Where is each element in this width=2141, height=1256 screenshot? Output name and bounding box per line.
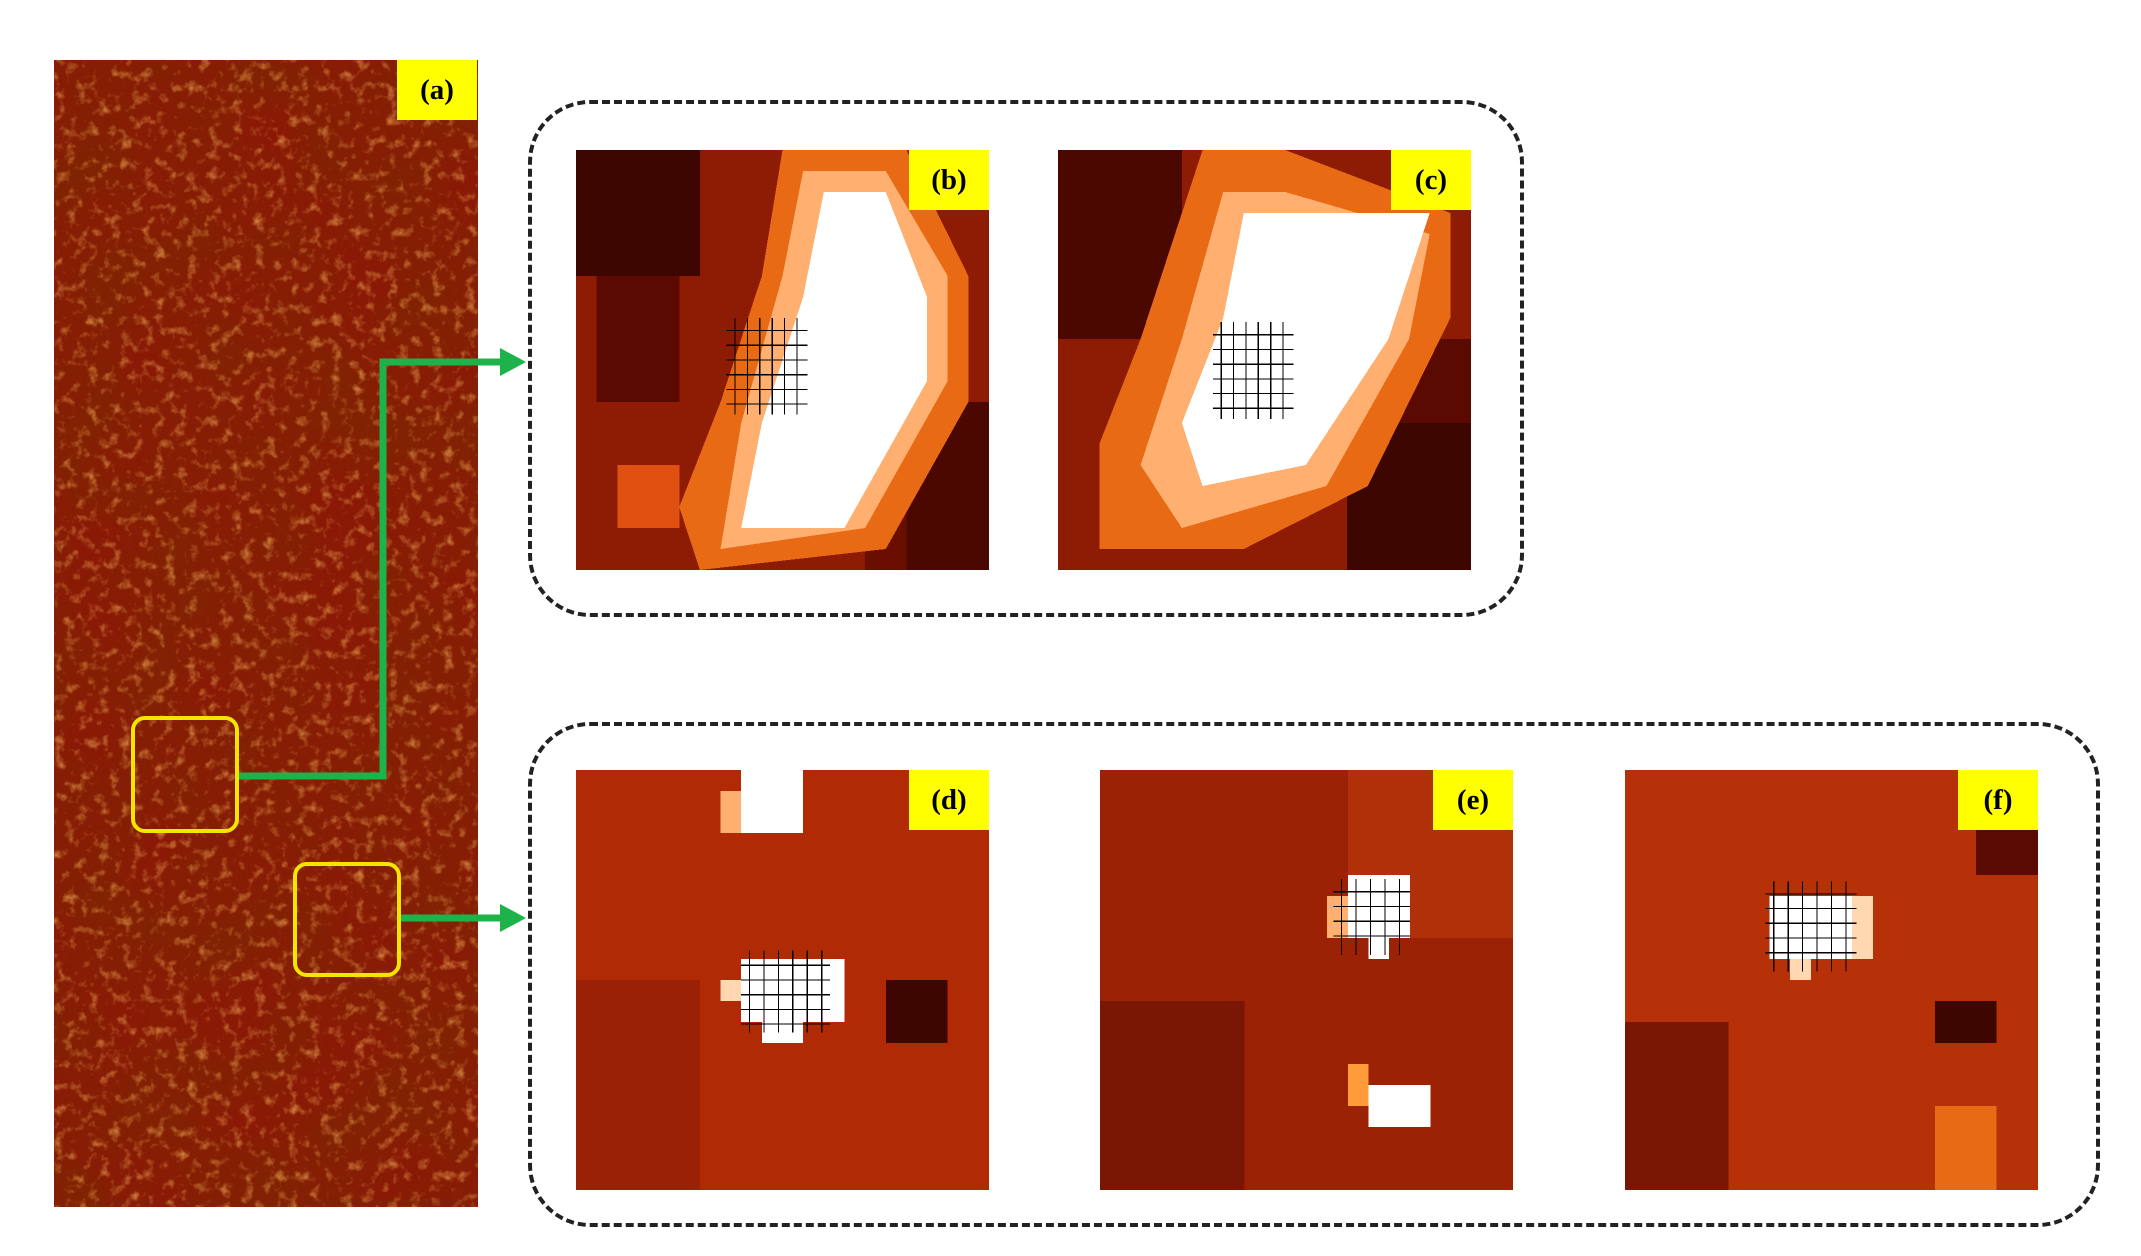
highlight-box-upper (131, 716, 239, 833)
zoom-panel-b (576, 150, 989, 570)
panel-label-d: (d) (909, 770, 989, 830)
zoom-panel-c (1058, 150, 1471, 570)
group-frame-bottom (528, 722, 2100, 1227)
panel-label-c: (c) (1391, 150, 1471, 210)
panel-label-e: (e) (1433, 770, 1513, 830)
group-frame-top (528, 100, 1524, 617)
highlight-box-lower (293, 862, 401, 977)
zoom-panel-e (1100, 770, 1513, 1190)
panel-label-a: (a) (397, 60, 477, 120)
zoom-panel-f (1625, 770, 2038, 1190)
zoom-panel-d (576, 770, 989, 1190)
main-scene-image (54, 60, 478, 1207)
panel-label-f: (f) (1958, 770, 2038, 830)
panel-label-b: (b) (909, 150, 989, 210)
